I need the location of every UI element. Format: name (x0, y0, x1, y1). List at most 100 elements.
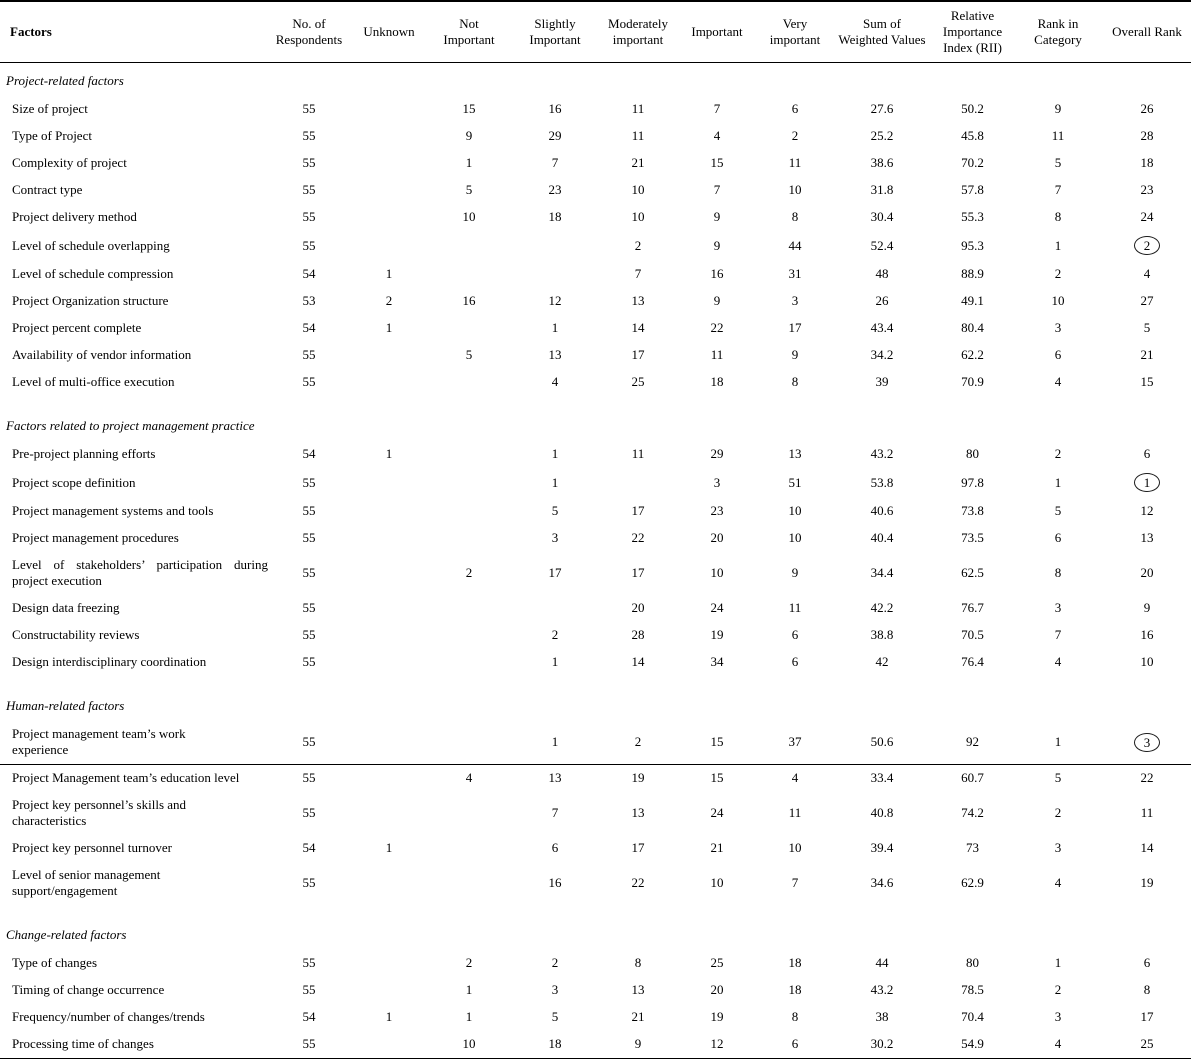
slightly-important-cell: 12 (548, 293, 562, 308)
sum-weighted-values-cell: 42 (875, 654, 889, 669)
not-important-cell: 5 (465, 347, 473, 362)
respondents-cell: 54 (302, 840, 316, 855)
very-important-cell: 6 (791, 101, 799, 116)
rank-in-category-cell: 9 (1054, 101, 1062, 116)
unknown-cell: 1 (385, 840, 393, 855)
overall-rank-cell: 10 (1140, 654, 1154, 669)
rank-in-category-cell: 4 (1054, 875, 1062, 890)
rii-cell: 70.5 (961, 627, 984, 642)
column-header-very-important: Very important (758, 1, 832, 63)
respondents-cell: 55 (302, 565, 316, 580)
overall-rank-cell: 22 (1140, 770, 1154, 785)
important-cell: 22 (710, 320, 724, 335)
slightly-important-cell: 13 (548, 347, 562, 362)
overall-rank-cell: 11 (1140, 805, 1154, 820)
rii-cell: 45.8 (961, 128, 984, 143)
overall-rank-cell: 21 (1140, 347, 1154, 362)
rii-cell: 76.4 (961, 654, 984, 669)
important-cell: 7 (713, 101, 721, 116)
overall-rank-cell: 27 (1140, 293, 1154, 308)
circled-rank: 3 (1134, 732, 1160, 752)
slightly-important-cell: 3 (551, 982, 559, 997)
unknown-cell (350, 792, 428, 835)
table-row: Contract type 55 5 23 10 7 10 31.8 57.8 7 23 (0, 177, 1191, 204)
slightly-important-cell: 29 (548, 128, 562, 143)
slightly-important-cell: 17 (548, 565, 562, 580)
sum-weighted-values-cell: 34.6 (870, 875, 894, 890)
respondents-cell: 54 (302, 446, 316, 461)
respondents-cell: 55 (302, 627, 316, 642)
respondents-cell: 55 (302, 982, 316, 997)
moderately-important-cell: 21 (631, 155, 645, 170)
sum-weighted-values-cell: 33.4 (870, 770, 894, 785)
rii-cell: 73.5 (961, 530, 984, 545)
important-cell: 9 (713, 293, 721, 308)
not-important-cell: 4 (465, 770, 473, 785)
important-cell: 18 (710, 374, 724, 389)
not-important-cell (428, 369, 510, 396)
unknown-cell (350, 950, 428, 977)
rii-cell: 73.8 (961, 503, 984, 518)
sum-weighted-values-cell: 44 (875, 955, 889, 970)
overall-rank-cell: 16 (1140, 627, 1154, 642)
rii-cell: 76.7 (961, 600, 984, 615)
rank-in-category-cell: 4 (1054, 1036, 1062, 1051)
table-row: Type of Project 55 9 29 11 4 2 25.2 45.8 11 28 (0, 123, 1191, 150)
moderately-important-cell: 20 (631, 600, 645, 615)
rii-cell: 80 (966, 446, 979, 461)
important-cell: 24 (710, 600, 724, 615)
overall-rank-cell: 26 (1140, 101, 1154, 116)
slightly-important-cell: 3 (551, 530, 559, 545)
column-header-respondents: No. of Respondents (268, 1, 350, 63)
important-cell: 9 (713, 209, 721, 224)
overall-rank-cell: 12 (1140, 503, 1154, 518)
rii-cell: 95.3 (961, 237, 984, 253)
factor-name-cell: Project management systems and tools (12, 503, 214, 518)
respondents-cell: 55 (268, 721, 350, 765)
table-row: Design data freezing 55 20 24 11 42.2 76.7 3 9 (0, 595, 1191, 622)
factor-name-cell: Level of multi-office execution (12, 374, 175, 389)
factor-name-cell: Type of Project (12, 128, 92, 143)
important-cell: 10 (710, 875, 724, 890)
rii-cell: 97.8 (961, 474, 984, 490)
important-cell: 24 (710, 805, 724, 820)
unknown-cell (350, 150, 428, 177)
very-important-cell: 10 (788, 530, 802, 545)
unknown-cell: 2 (385, 293, 393, 308)
section-row: Project-related factors (0, 63, 1191, 97)
factor-name-cell: Contract type (12, 182, 83, 197)
important-cell: 15 (676, 721, 758, 765)
important-cell: 20 (710, 982, 724, 997)
factor-name-cell: Design interdisciplinary coordination (12, 654, 207, 669)
rank-in-category-cell: 3 (1054, 320, 1062, 335)
factor-name-cell: Pre-project planning efforts (12, 446, 156, 461)
not-important-cell: 1 (465, 1009, 473, 1024)
factor-name-cell: Size of project (12, 101, 88, 116)
respondents-cell: 54 (302, 1009, 316, 1024)
unknown-cell (350, 525, 428, 552)
moderately-important-cell: 17 (631, 347, 645, 362)
section-title: Change-related factors (6, 927, 127, 942)
sum-weighted-values-cell: 39 (875, 374, 889, 389)
respondents-cell: 55 (302, 600, 316, 615)
very-important-cell: 7 (791, 875, 799, 890)
sum-weighted-values-cell: 50.6 (832, 721, 932, 765)
factor-name-cell: Level of stakeholders’ participation dur… (12, 557, 268, 588)
rank-in-category-cell: 6 (1054, 347, 1062, 362)
overall-rank-cell: 15 (1140, 374, 1154, 389)
respondents-cell: 55 (302, 209, 316, 224)
important-cell: 11 (710, 347, 724, 362)
moderately-important-cell: 14 (631, 654, 645, 669)
important-cell: 15 (710, 770, 724, 785)
overall-rank-cell: 2 (1103, 231, 1191, 261)
not-important-cell: 16 (462, 293, 476, 308)
not-important-cell (428, 261, 510, 288)
slightly-important-cell: 1 (551, 654, 559, 669)
very-important-cell: 51 (788, 474, 802, 490)
slightly-important-cell (510, 595, 600, 622)
respondents-cell: 54 (302, 320, 316, 335)
moderately-important-cell: 17 (631, 565, 645, 580)
table-header: Factors No. of Respondents Unknown Not Impo… (0, 1, 1191, 63)
unknown-cell (350, 595, 428, 622)
